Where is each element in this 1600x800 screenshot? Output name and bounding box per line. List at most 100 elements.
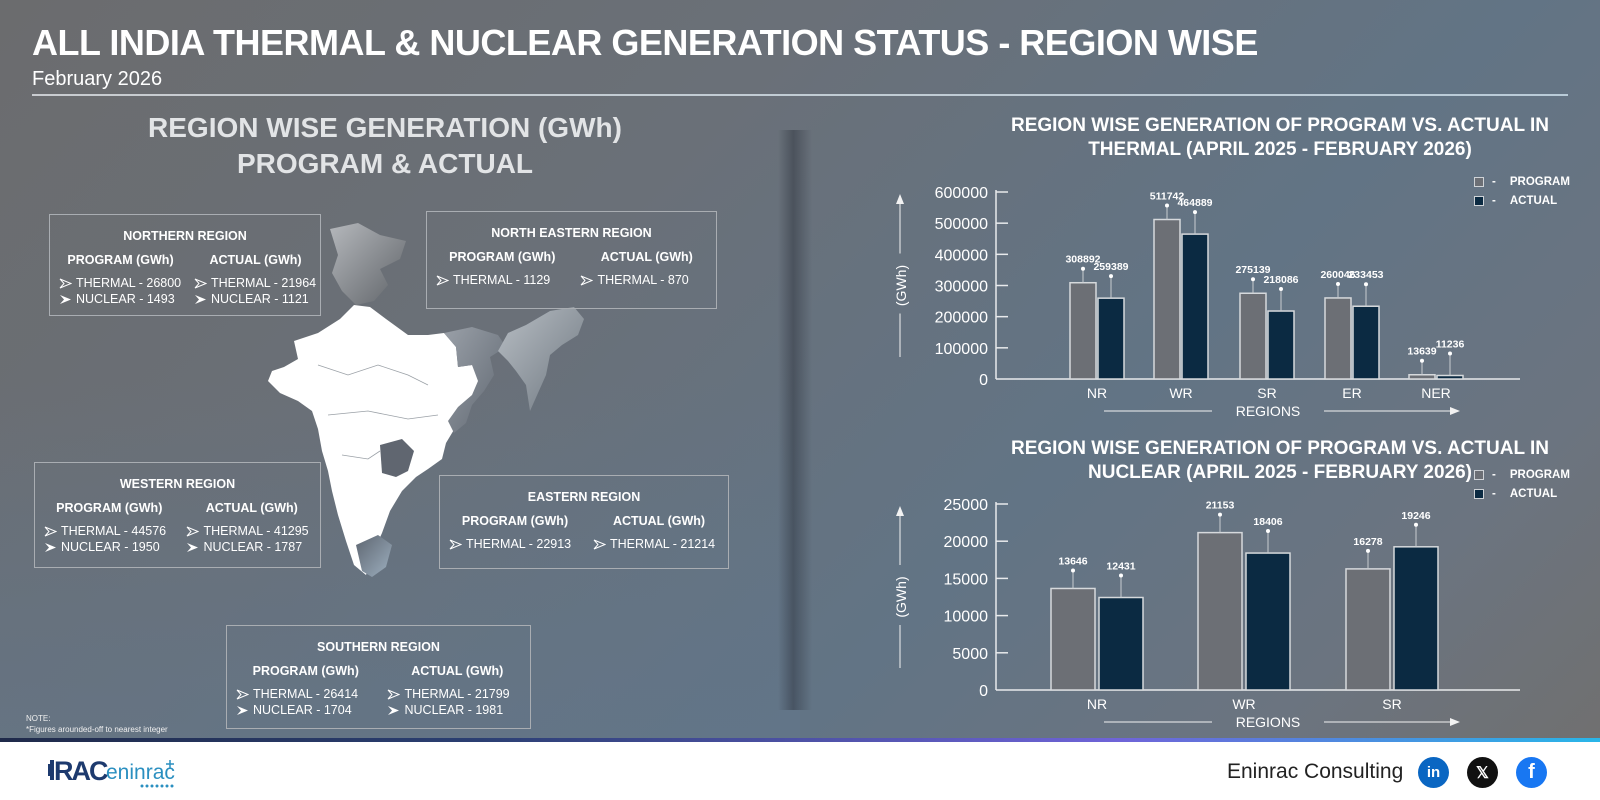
program-header: PROGRAM (GWh) [252, 664, 359, 678]
svg-text:200000: 200000 [935, 310, 988, 327]
svg-text:260046: 260046 [1320, 269, 1355, 281]
x-twitter-icon[interactable]: 𝕏 [1467, 757, 1498, 788]
svg-text:218086: 218086 [1263, 274, 1298, 286]
svg-text:600000: 600000 [935, 185, 988, 202]
actual-thermal: THERMAL - 41295 [203, 524, 309, 538]
actual-column: ACTUAL (GWh) THERMAL - 21964 NUCLEAR - 1… [185, 253, 320, 307]
nuclear-chart-legend: - PROGRAM - ACTUAL [1474, 465, 1570, 503]
svg-text:0: 0 [979, 372, 988, 389]
svg-text:20000: 20000 [944, 534, 989, 551]
title-line1: REGION WISE GENERATION OF PROGRAM VS. AC… [1010, 115, 1549, 136]
panel-divider [778, 130, 812, 710]
actual-header: ACTUAL (GWh) [411, 664, 504, 678]
svg-text:259389: 259389 [1093, 261, 1128, 273]
northern-region-card: NORTHERN REGION PROGRAM (GWh) THERMAL - … [49, 214, 321, 316]
southern-region-card: SOUTHERN REGION PROGRAM (GWh) THERMAL - … [226, 625, 531, 729]
program-header: PROGRAM (GWh) [56, 501, 163, 515]
footer [0, 742, 1600, 800]
nuclear-chevron-icon [184, 542, 202, 553]
page-subtitle: February 2026 [32, 68, 163, 90]
brand-name: Eninrac Consulting [1227, 760, 1404, 783]
svg-text:NER: NER [1421, 385, 1451, 401]
nuclear-chevron-icon [191, 294, 209, 305]
facebook-icon[interactable]: f [1516, 757, 1547, 788]
svg-text:WR: WR [1169, 385, 1192, 401]
svg-text:16278: 16278 [1353, 536, 1382, 548]
actual-header: ACTUAL (GWh) [600, 250, 693, 264]
thermal-chevron-icon [590, 539, 608, 550]
logo-icon: RAC eninrac [48, 756, 175, 788]
actual-thermal: THERMAL - 21214 [610, 537, 716, 551]
left-title-line1: REGION WISE GENERATION (GWh) [148, 112, 622, 143]
thermal-chevron-icon [233, 689, 251, 700]
region-name: WESTERN REGION [119, 477, 236, 491]
svg-text:WR: WR [1232, 696, 1255, 712]
thermal-chart-title: REGION WISE GENERATION OF PROGRAM VS. AC… [960, 114, 1600, 162]
thermal-chevron-icon [191, 278, 209, 289]
actual-thermal: THERMAL - 870 [597, 273, 689, 287]
legend-label: PROGRAM [1509, 468, 1570, 481]
program-thermal: THERMAL - 22913 [466, 537, 572, 551]
thermal-chevron-icon [385, 689, 403, 700]
actual-header: ACTUAL (GWh) [209, 253, 302, 267]
svg-text:275139: 275139 [1235, 264, 1270, 276]
thermal-bar-chart: 0 100000 200000 300000 400000 500000 600000 (GW… [893, 185, 1520, 419]
program-thermal: THERMAL - 44576 [61, 524, 167, 538]
svg-text:511742: 511742 [1150, 191, 1185, 203]
actual-column: ACTUAL (GWh) THERMAL - 21214 [584, 514, 728, 552]
title-line1: REGION WISE GENERATION OF PROGRAM VS. AC… [1010, 438, 1549, 459]
thermal-chevron-icon [41, 526, 59, 537]
legend-actual: - ACTUAL [1474, 484, 1570, 503]
svg-text:13646: 13646 [1058, 555, 1087, 567]
actual-swatch [1474, 488, 1484, 499]
actual-column: ACTUAL (GWh) THERMAL - 870 [572, 250, 717, 288]
title-line2: THERMAL (APRIL 2025 - FEBRUARY 2026) [1088, 139, 1472, 160]
footnote: NOTE: *Figures arounded-off to nearest i… [26, 713, 168, 735]
eastern-region-card: EASTERN REGION PROGRAM (GWh) THERMAL - 2… [439, 475, 729, 569]
svg-text:REGIONS: REGIONS [1236, 403, 1301, 419]
svg-text:19246: 19246 [1401, 510, 1430, 522]
actual-nuclear: NUCLEAR - 1981 [404, 703, 504, 717]
thermal-chevron-icon [446, 539, 464, 550]
program-nuclear: NUCLEAR - 1950 [61, 540, 160, 554]
svg-text:500000: 500000 [935, 216, 988, 233]
nuclear-chart-title: REGION WISE GENERATION OF PROGRAM VS. AC… [960, 437, 1600, 485]
program-column: PROGRAM (GWh) THERMAL - 26414 NUCLEAR - … [227, 664, 379, 718]
note-label: NOTE: [26, 714, 51, 723]
svg-text:233453: 233453 [1348, 269, 1383, 281]
legend-label: ACTUAL [1509, 194, 1558, 207]
svg-text:5000: 5000 [952, 646, 988, 663]
western-region-card: WESTERN REGION PROGRAM (GWh) THERMAL - 4… [34, 462, 321, 568]
nuclear-chevron-icon [233, 705, 251, 716]
svg-text:25000: 25000 [944, 497, 989, 514]
program-column: PROGRAM (GWh) THERMAL - 1129 [427, 250, 572, 288]
svg-text:ER: ER [1342, 385, 1361, 401]
svg-text:REGIONS: REGIONS [1236, 714, 1301, 730]
svg-text:100000: 100000 [935, 341, 988, 358]
svg-text:10000: 10000 [944, 609, 989, 626]
program-nuclear: NUCLEAR - 1704 [253, 703, 352, 717]
svg-text:400000: 400000 [935, 247, 988, 264]
thermal-chevron-icon [184, 526, 202, 537]
svg-text:308892: 308892 [1065, 254, 1100, 266]
india-map-icon [268, 223, 584, 577]
svg-text:18406: 18406 [1253, 516, 1282, 528]
footer-accent-bar [0, 738, 1600, 743]
legend-actual: - ACTUAL [1474, 191, 1570, 210]
left-title-line2: PROGRAM & ACTUAL [236, 148, 534, 179]
svg-text:eninrac: eninrac [106, 761, 175, 784]
note-text: *Figures arounded-off to nearest integer [26, 725, 168, 734]
svg-text:15000: 15000 [944, 571, 989, 588]
svg-text:464889: 464889 [1177, 197, 1212, 209]
svg-text:RAC: RAC [54, 756, 108, 786]
svg-text:NR: NR [1087, 696, 1107, 712]
nuclear-chevron-icon [56, 294, 74, 305]
svg-text:SR: SR [1257, 385, 1276, 401]
linkedin-icon[interactable]: in [1418, 757, 1449, 788]
program-swatch [1474, 176, 1484, 187]
region-name: SOUTHERN REGION [317, 640, 440, 654]
region-name: NORTHERN REGION [123, 229, 247, 243]
north-eastern-region-card: NORTH EASTERN REGION PROGRAM (GWh) THERM… [426, 211, 717, 309]
legend-label: ACTUAL [1509, 487, 1558, 500]
svg-text:300000: 300000 [935, 279, 988, 296]
